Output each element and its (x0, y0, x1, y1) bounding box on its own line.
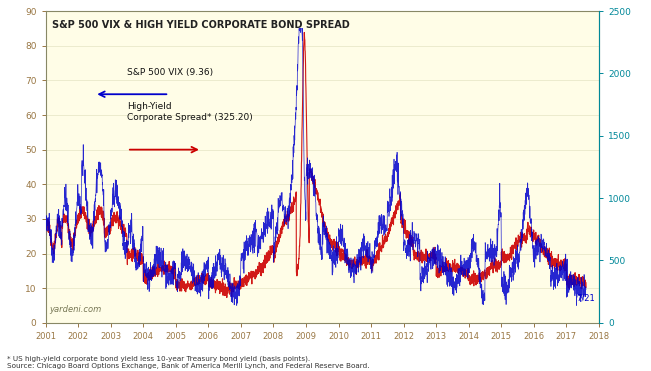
Text: High-Yield
Corporate Spread* (325.20): High-Yield Corporate Spread* (325.20) (127, 102, 253, 122)
Text: S&P 500 VIX & HIGH YIELD CORPORATE BOND SPREAD: S&P 500 VIX & HIGH YIELD CORPORATE BOND … (52, 20, 350, 30)
Text: S&P 500 VIX (9.36): S&P 500 VIX (9.36) (127, 68, 213, 77)
Text: * US high-yield corporate bond yield less 10-year Treasury bond yield (basis poi: * US high-yield corporate bond yield les… (7, 356, 369, 369)
Text: 7/21: 7/21 (576, 293, 595, 302)
Text: yardeni.com: yardeni.com (49, 305, 101, 314)
